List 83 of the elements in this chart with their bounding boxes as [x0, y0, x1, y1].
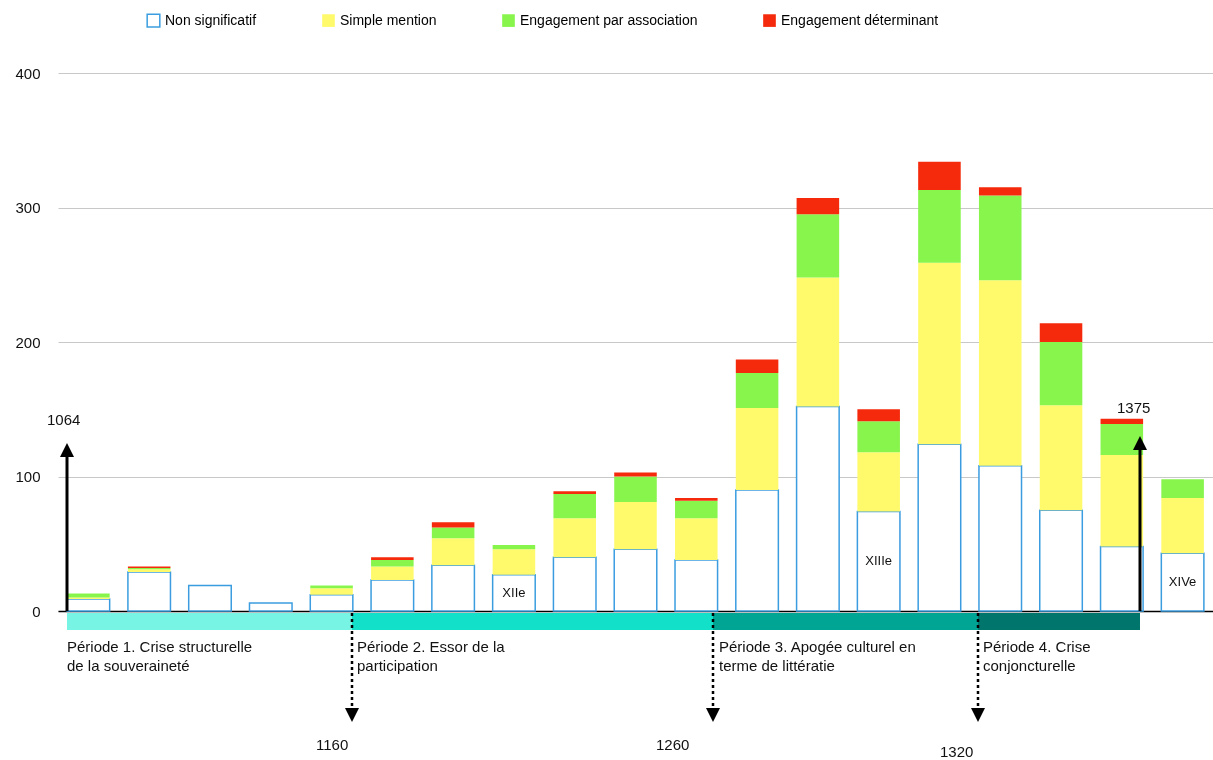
text: 1260 — [656, 735, 691, 754]
bar — [978, 280, 1022, 466]
bar — [675, 500, 718, 519]
bar — [1100, 424, 1144, 455]
bar — [856, 510, 901, 612]
legend-label: Simple mention — [340, 11, 437, 28]
text: Période 4. Crise conjoncturelle — [983, 637, 1092, 675]
bar — [918, 190, 961, 263]
y-tick-label: 200 — [15, 333, 41, 351]
y-tick-label: 100 — [15, 468, 41, 485]
bar — [492, 549, 536, 575]
text: 1160 — [316, 735, 350, 754]
bar — [553, 518, 596, 558]
bar — [1039, 323, 1083, 342]
bar — [66, 598, 111, 612]
bar — [127, 571, 172, 612]
bar — [1160, 552, 1205, 612]
bar — [614, 476, 657, 503]
bar — [917, 443, 962, 612]
bar — [614, 502, 657, 550]
text: Période 3. Apogée culturel en terme de littératie — [719, 637, 917, 675]
bar — [1099, 545, 1144, 612]
y-tick-label: 300 — [15, 199, 41, 216]
bar — [918, 262, 961, 445]
bar — [431, 522, 475, 528]
bar — [796, 198, 840, 215]
bar — [675, 518, 718, 560]
bar — [978, 187, 1022, 196]
bar — [1161, 479, 1204, 499]
legend-label: Engagement par association — [520, 11, 698, 28]
bar — [735, 407, 779, 490]
bar — [552, 556, 597, 612]
text: 1320 — [940, 742, 975, 760]
legend-label: Non significatif — [165, 11, 257, 28]
bar — [67, 593, 110, 598]
bar — [1039, 342, 1083, 406]
bar — [735, 489, 780, 612]
bar — [978, 464, 1023, 612]
bar — [371, 557, 414, 560]
annotation: 1064 — [47, 410, 82, 429]
bar — [1039, 509, 1084, 612]
bar — [1039, 405, 1083, 511]
bar — [371, 566, 414, 581]
bar — [431, 564, 476, 612]
bar — [310, 585, 353, 589]
y-tick-label: 0 — [32, 602, 41, 620]
bar — [310, 588, 353, 595]
bar — [795, 405, 840, 612]
bar — [918, 161, 961, 191]
bar — [431, 538, 475, 566]
bar — [857, 452, 900, 512]
bar — [735, 372, 779, 408]
text: Période 1. Crise structurelle de la souveraineté — [67, 637, 254, 675]
bar — [1161, 498, 1204, 554]
data-label: XIVe — [1168, 574, 1197, 590]
bar — [187, 584, 232, 612]
bar — [857, 421, 900, 453]
bar — [613, 548, 658, 612]
annotation: 1375 — [1117, 398, 1152, 417]
bar — [978, 195, 1022, 281]
bar — [796, 214, 840, 278]
bar — [614, 472, 657, 477]
text: Période 2. Essor de la participation — [357, 637, 506, 675]
bar — [674, 559, 719, 612]
legend-label: Engagement déterminant — [781, 11, 939, 28]
bar — [431, 527, 475, 539]
bar — [370, 579, 415, 612]
bar — [553, 493, 596, 519]
data-label: XIIe — [502, 584, 526, 600]
bar — [675, 498, 718, 501]
bar — [309, 594, 354, 612]
bar — [491, 573, 536, 612]
bar — [1100, 454, 1144, 547]
bar — [735, 359, 779, 373]
bar — [857, 409, 900, 422]
bar — [248, 602, 293, 612]
y-tick-label: 400 — [15, 64, 41, 82]
bar — [796, 277, 840, 407]
data-label: XIIIe — [865, 553, 893, 569]
bar — [553, 491, 596, 494]
bar — [492, 545, 536, 550]
bar — [1100, 418, 1144, 425]
bar — [371, 559, 414, 567]
